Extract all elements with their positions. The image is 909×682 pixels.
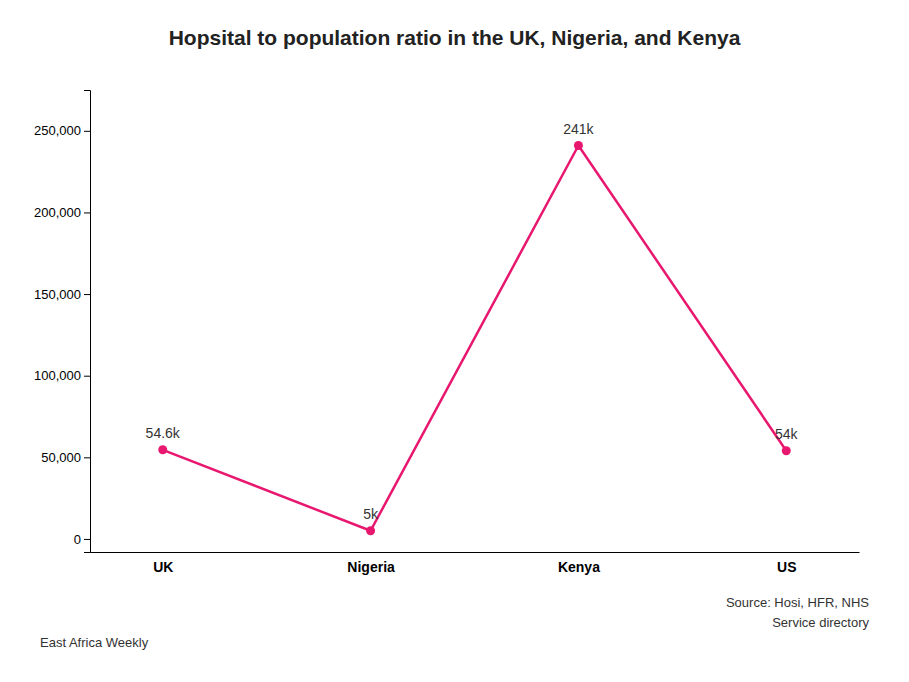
- y-tick-mark: [84, 376, 90, 377]
- y-tick: 50,000: [41, 450, 90, 465]
- y-tick-mark: [84, 212, 90, 213]
- y-tick-label: 50,000: [41, 450, 81, 465]
- point: [158, 445, 167, 454]
- source-note: Source: Hosi, HFR, NHS: [726, 595, 869, 610]
- x-tick-label: US: [777, 559, 796, 575]
- y-tick: 200,000: [34, 205, 90, 220]
- y-tick-label: 100,000: [34, 368, 81, 383]
- annotations: Source: Hosi, HFR, NHS Service directory E…: [40, 595, 869, 650]
- line: [163, 146, 787, 531]
- x-tick: UK: [153, 559, 173, 575]
- y-tick: 0: [74, 532, 90, 547]
- point: [782, 446, 791, 455]
- point: [574, 141, 583, 150]
- data-label: 54k: [775, 426, 799, 442]
- y-tick-label: 150,000: [34, 287, 81, 302]
- source-note: Service directory: [772, 615, 869, 630]
- y-tick-mark: [84, 539, 90, 540]
- x-tick: US: [777, 559, 796, 575]
- y-tick-label: 250,000: [34, 123, 81, 138]
- y-axis-line: [84, 91, 91, 553]
- chart-svg: Hopsital to population ratio in the UK, …: [0, 0, 909, 682]
- x-tick: Nigeria: [347, 559, 395, 575]
- data-labels: 54.6k 5k 241k 54k: [146, 121, 799, 522]
- y-tick-mark: [84, 457, 90, 458]
- y-tick-mark: [84, 131, 90, 132]
- data-label: 54.6k: [146, 425, 181, 441]
- y-tick-label: 200,000: [34, 205, 81, 220]
- plot: 0 50,000 100,000 150,000 200,000 250,000 UK Nig…: [34, 91, 860, 575]
- x-tick: Kenya: [558, 559, 600, 575]
- marks: [158, 141, 791, 535]
- data-label: 5k: [363, 506, 379, 522]
- y-tick-mark: [84, 294, 90, 295]
- data-label: 241k: [563, 121, 594, 137]
- x-axis: UK Nigeria Kenya US: [91, 553, 860, 575]
- y-tick: 100,000: [34, 368, 90, 383]
- watermark: East Africa Weekly: [40, 635, 149, 650]
- y-tick: 150,000: [34, 287, 90, 302]
- x-tick-label: Kenya: [558, 559, 600, 575]
- title: Hopsital to population ratio in the UK, …: [169, 26, 741, 49]
- point: [366, 526, 375, 535]
- x-axis-line: [91, 552, 860, 553]
- y-axis: 0 50,000 100,000 150,000 200,000 250,000: [34, 91, 91, 553]
- x-tick-label: Nigeria: [347, 559, 395, 575]
- x-tick-label: UK: [153, 559, 173, 575]
- y-tick-label: 0: [74, 532, 81, 547]
- y-tick: 250,000: [34, 123, 90, 138]
